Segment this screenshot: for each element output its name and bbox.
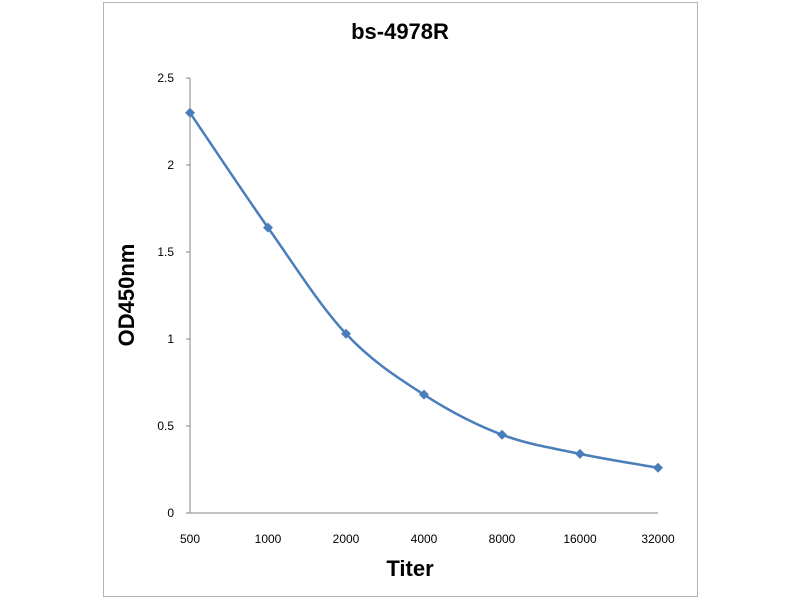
series xyxy=(185,107,663,473)
data-point-marker xyxy=(575,448,585,459)
data-point-marker xyxy=(497,429,507,440)
series-line xyxy=(188,112,659,469)
x-tick-label: 1000 xyxy=(255,532,282,546)
y-tick-label: 0 xyxy=(167,506,174,520)
x-tick-label: 2000 xyxy=(333,532,360,546)
x-tick-label: 4000 xyxy=(411,532,438,546)
x-tick-labels: 500 1000 2000 4000 8000 16000 32000 xyxy=(180,532,675,546)
x-tick-label: 500 xyxy=(180,532,200,546)
data-point-marker xyxy=(263,222,273,233)
data-point-marker xyxy=(341,328,351,339)
data-point-marker xyxy=(419,389,429,400)
y-tick-label: 1 xyxy=(167,332,174,346)
y-axis-title: OD450nm xyxy=(114,244,139,347)
x-tick-label: 32000 xyxy=(641,532,675,546)
y-tick-label: 1.5 xyxy=(157,245,174,259)
x-tick-label: 16000 xyxy=(563,532,597,546)
y-tick-labels: 0 0.5 1 1.5 2 2.5 xyxy=(157,71,174,520)
x-axis-title: Titer xyxy=(386,556,434,581)
x-tick-label: 8000 xyxy=(489,532,516,546)
y-tick-label: 2.5 xyxy=(157,71,174,85)
axes xyxy=(186,77,658,514)
y-tick-label: 2 xyxy=(167,158,174,172)
data-point-marker xyxy=(185,107,195,118)
chart-title: bs-4978R xyxy=(351,19,449,44)
chart-frame xyxy=(103,2,698,597)
data-point-marker xyxy=(653,462,663,473)
y-tick-label: 0.5 xyxy=(157,419,174,433)
